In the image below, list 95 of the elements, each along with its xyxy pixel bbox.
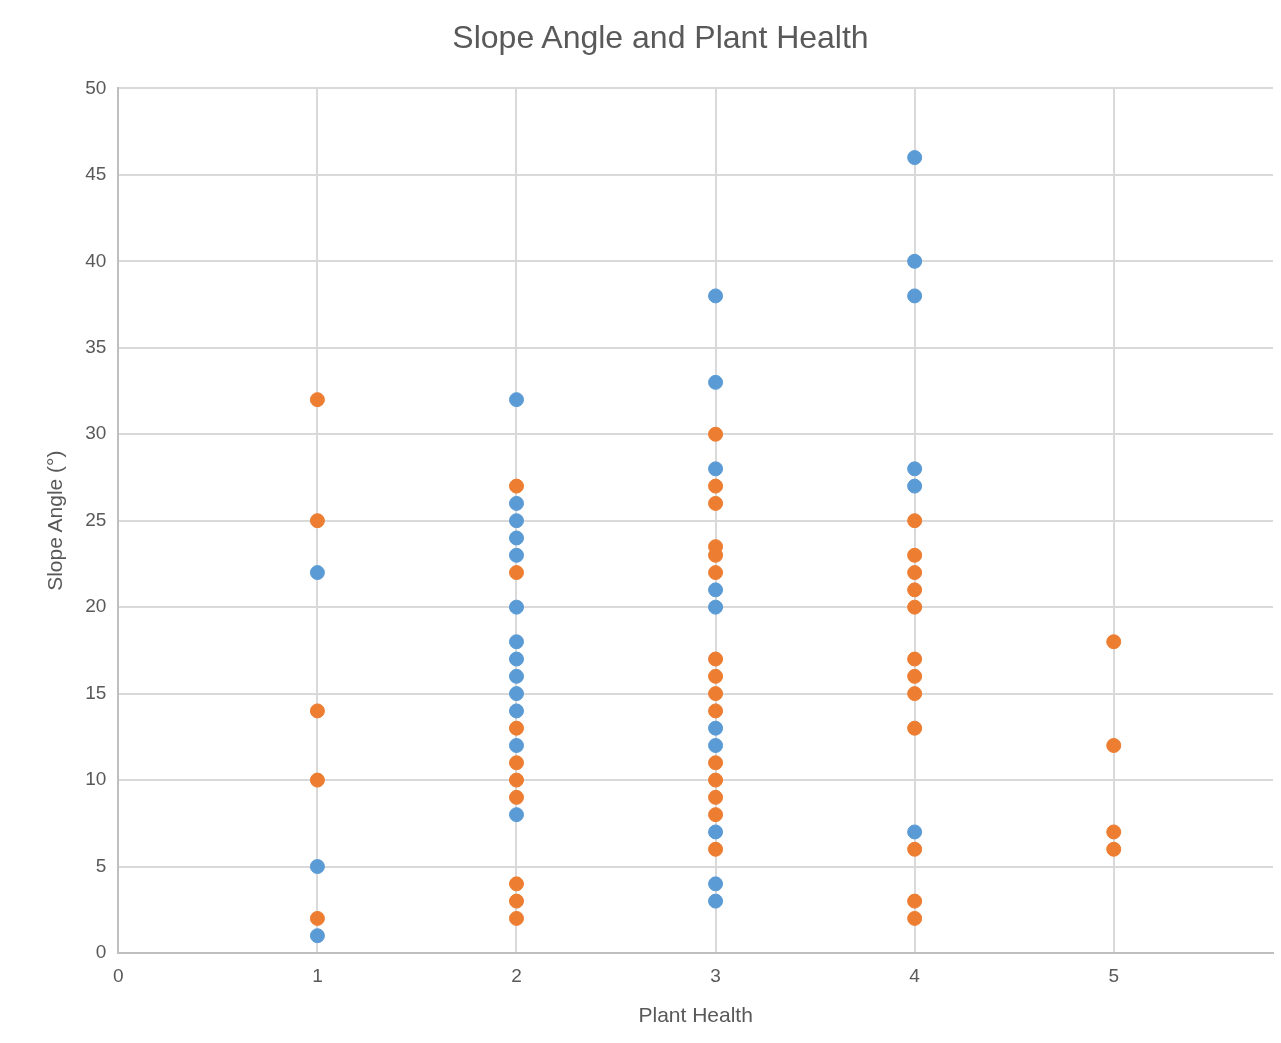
point (907, 824, 923, 840)
point (309, 392, 325, 408)
x-tick-label: 0 (113, 964, 124, 986)
y-tick-label: 0 (95, 941, 107, 963)
point (708, 565, 724, 581)
point (708, 686, 724, 702)
point (509, 720, 524, 736)
point (708, 495, 724, 511)
point (509, 772, 524, 788)
point (907, 686, 923, 702)
point (907, 253, 923, 269)
point (708, 755, 724, 771)
y-tick-label: 45 (85, 163, 107, 185)
x-tick-label: 2 (511, 964, 522, 986)
point (509, 495, 524, 511)
point (907, 668, 923, 684)
x-tick-label: 4 (909, 964, 921, 986)
y-axis-title: Slope Angle (°) (43, 450, 67, 591)
point (309, 513, 325, 529)
point (907, 288, 923, 304)
point (1106, 824, 1122, 840)
point (309, 859, 325, 875)
point (907, 651, 923, 667)
point (509, 392, 524, 408)
point (708, 841, 724, 857)
point (708, 824, 724, 840)
point (509, 651, 524, 667)
point (708, 599, 724, 615)
y-tick-label: 5 (95, 854, 107, 876)
y-tick-label: 10 (85, 768, 107, 790)
point (907, 547, 923, 563)
point (708, 461, 724, 477)
point (907, 513, 923, 529)
point (509, 513, 524, 529)
point (309, 910, 325, 926)
point (907, 478, 923, 494)
point (907, 150, 923, 166)
point (708, 789, 724, 805)
point (309, 928, 325, 944)
point (309, 565, 325, 581)
point (708, 478, 724, 494)
x-tick-label: 3 (710, 964, 721, 986)
point (708, 651, 724, 667)
x-tick-label: 1 (312, 964, 323, 986)
point (509, 755, 524, 771)
chart-title: Slope Angle and Plant Health (452, 19, 869, 56)
point (509, 599, 524, 615)
point (907, 599, 923, 615)
point (509, 547, 524, 563)
x-tick-label: 5 (1108, 964, 1120, 986)
y-tick-label: 20 (85, 595, 107, 617)
point (907, 565, 923, 581)
point (708, 738, 724, 753)
point (309, 772, 325, 788)
y-tick-label: 25 (85, 508, 107, 530)
y-tick-label: 30 (85, 422, 107, 444)
point (509, 893, 524, 909)
y-tick-label: 35 (85, 336, 107, 358)
point (509, 686, 524, 702)
point (907, 893, 923, 909)
y-tick-label: 15 (85, 681, 107, 703)
point (708, 772, 724, 788)
point (708, 668, 724, 684)
y-tick-label: 50 (85, 76, 107, 98)
point (1106, 634, 1122, 650)
point (708, 582, 724, 598)
point (907, 841, 923, 857)
point (509, 703, 524, 719)
point (509, 530, 524, 546)
point (907, 461, 923, 477)
point (708, 703, 724, 719)
point (509, 910, 524, 926)
x-axis-title: Plant Health (638, 1003, 753, 1027)
point (708, 288, 724, 304)
point (509, 478, 524, 494)
point (1106, 841, 1122, 857)
y-tick-label: 40 (85, 249, 107, 271)
point (708, 807, 724, 823)
point (509, 876, 524, 892)
point (1106, 738, 1122, 753)
point (509, 789, 524, 805)
point (309, 703, 325, 719)
point (907, 720, 923, 736)
point (708, 426, 724, 442)
point (509, 565, 524, 581)
point (708, 876, 724, 892)
point (509, 634, 524, 650)
point (509, 807, 524, 823)
point (708, 893, 724, 909)
point (509, 668, 524, 684)
point (907, 910, 923, 926)
point (509, 738, 524, 753)
point (907, 582, 923, 598)
point (708, 720, 724, 736)
point (708, 374, 724, 390)
